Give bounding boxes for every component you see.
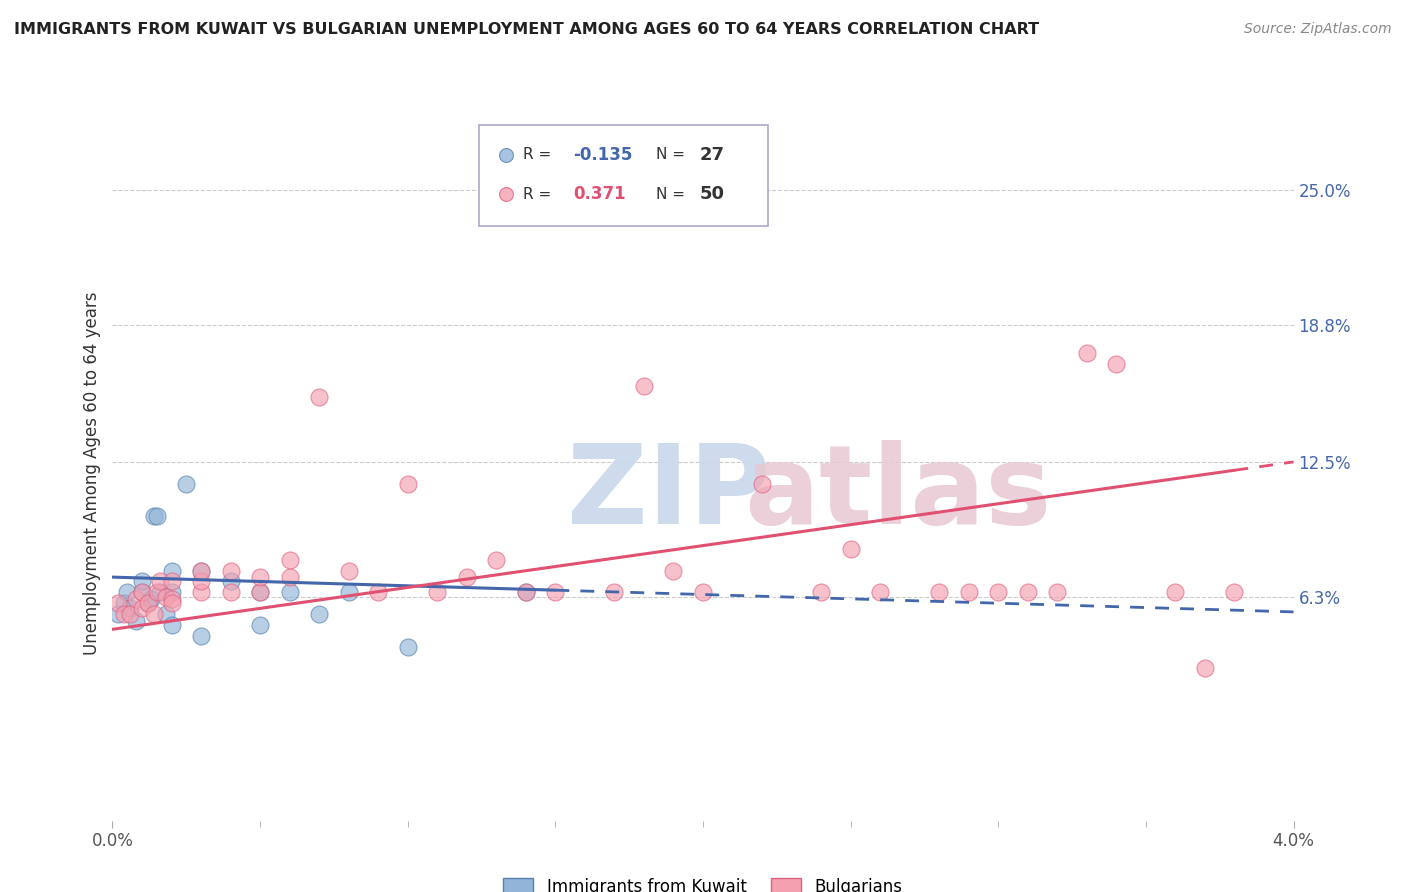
Point [396, 640, 419, 654]
Point [1194, 661, 1216, 675]
Point [485, 552, 508, 567]
Point [131, 574, 153, 589]
Point [1046, 585, 1069, 599]
Point [278, 570, 301, 584]
Point [142, 509, 165, 524]
Text: atlas: atlas [744, 440, 1052, 547]
Point [120, 607, 142, 621]
Point [278, 552, 301, 567]
Point [160, 585, 183, 599]
Point [751, 476, 773, 491]
Point [142, 607, 165, 621]
Point [112, 607, 135, 621]
Point [1017, 585, 1039, 599]
Text: IMMIGRANTS FROM KUWAIT VS BULGARIAN UNEMPLOYMENT AMONG AGES 60 TO 64 YEARS CORRE: IMMIGRANTS FROM KUWAIT VS BULGARIAN UNEM… [14, 22, 1039, 37]
Point [160, 574, 183, 589]
Legend: Immigrants from Kuwait, Bulgarians: Immigrants from Kuwait, Bulgarians [496, 871, 910, 892]
Point [1223, 585, 1246, 599]
Text: -0.135: -0.135 [574, 145, 633, 164]
Point [692, 585, 714, 599]
Point [155, 607, 177, 621]
Point [174, 476, 197, 491]
Point [1105, 357, 1128, 371]
Y-axis label: Unemployment Among Ages 60 to 64 years: Unemployment Among Ages 60 to 64 years [83, 291, 101, 655]
Point [139, 591, 162, 606]
Point [810, 585, 832, 599]
Point [987, 585, 1010, 599]
Point [131, 600, 153, 615]
Point [603, 585, 626, 599]
Point [515, 585, 537, 599]
Point [112, 596, 135, 610]
Point [662, 564, 685, 578]
Point [278, 585, 301, 599]
Text: R =: R = [523, 147, 557, 162]
Point [633, 378, 655, 392]
Text: 0.371: 0.371 [574, 186, 626, 203]
Point [131, 585, 153, 599]
Point [160, 591, 183, 606]
Point [337, 585, 360, 599]
Point [249, 618, 271, 632]
Point [249, 585, 271, 599]
Point [839, 541, 862, 556]
Point [155, 590, 177, 604]
Point [136, 596, 159, 610]
Point [337, 564, 360, 578]
Point [308, 390, 330, 404]
Text: Source: ZipAtlas.com: Source: ZipAtlas.com [1244, 22, 1392, 37]
Point [308, 607, 330, 621]
Text: R =: R = [523, 187, 557, 202]
Point [149, 574, 172, 589]
Point [1076, 346, 1098, 360]
Point [928, 585, 950, 599]
Point [160, 564, 183, 578]
FancyBboxPatch shape [478, 125, 768, 226]
Point [107, 596, 129, 610]
Point [544, 585, 567, 599]
Text: ZIP: ZIP [567, 440, 770, 547]
Point [1164, 585, 1187, 599]
Point [125, 614, 148, 628]
Point [219, 574, 242, 589]
Point [456, 570, 478, 584]
Point [426, 585, 449, 599]
Point [190, 564, 212, 578]
Point [149, 585, 172, 599]
Point [160, 596, 183, 610]
Point [367, 585, 389, 599]
Point [120, 600, 142, 615]
Point [190, 564, 212, 578]
Point [190, 585, 212, 599]
Point [869, 585, 891, 599]
Text: N =: N = [655, 147, 689, 162]
Point [107, 607, 129, 621]
Point [396, 476, 419, 491]
Text: N =: N = [655, 187, 689, 202]
Point [146, 509, 169, 524]
Point [190, 574, 212, 589]
Point [219, 585, 242, 599]
Point [249, 570, 271, 584]
Text: 27: 27 [699, 145, 724, 164]
Point [136, 596, 159, 610]
Point [146, 585, 169, 599]
Point [160, 618, 183, 632]
Point [957, 585, 980, 599]
Point [190, 629, 212, 643]
Point [249, 585, 271, 599]
Point [125, 591, 148, 606]
Point [219, 564, 242, 578]
Point [117, 585, 138, 599]
Text: 50: 50 [699, 186, 724, 203]
Point [515, 585, 537, 599]
Point [131, 585, 153, 599]
